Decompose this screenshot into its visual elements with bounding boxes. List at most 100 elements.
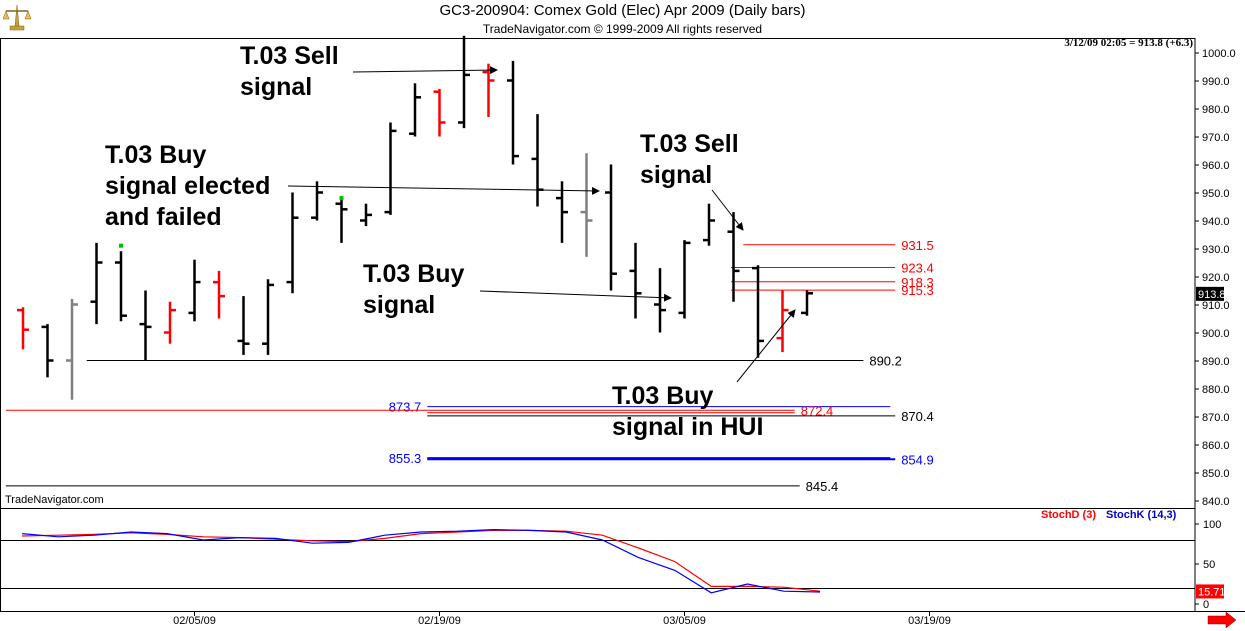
stochastic-panel: 100 50 015.71	[0, 519, 1226, 611]
annotation-buy-1: T.03 Buy signal	[363, 260, 465, 319]
date-tick-label: 02/05/09	[173, 615, 216, 627]
scales-logo-icon	[2, 4, 32, 31]
price-tick-label: 880.0	[1202, 384, 1230, 396]
price-bar	[311, 181, 323, 221]
price-bar	[41, 324, 54, 378]
signal-dot	[119, 243, 123, 248]
annotation-arrow	[736, 309, 796, 383]
price-tick-label: 990.0	[1202, 76, 1230, 88]
price-bar	[458, 35, 470, 129]
price-bar	[678, 240, 691, 319]
scroll-right-arrow-icon	[1207, 611, 1237, 629]
chart-title: GC3-200904: Comex Gold (Elec) Apr 2009 (…	[439, 2, 806, 19]
price-bar	[703, 203, 715, 246]
price-bar	[482, 63, 495, 117]
stoch-panel-border	[0, 508, 1196, 612]
price-tick-label: 970.0	[1202, 132, 1230, 144]
price-bar	[213, 270, 225, 319]
price-tick-label: 860.0	[1202, 440, 1230, 452]
price-tick-label: 900.0	[1202, 328, 1230, 340]
level-label: 870.4	[901, 409, 934, 424]
copyright-notice: TradeNavigator.com © 1999-2009 All right…	[482, 22, 763, 36]
date-tick-label: 03/05/09	[663, 615, 706, 627]
price-bar	[433, 88, 446, 137]
price-bar	[752, 265, 764, 358]
last-price-timestamp: 3/12/09 02:05 = 913.8 (+6.3)	[1064, 37, 1193, 49]
price-tick-label: 1000.0	[1202, 48, 1236, 60]
price-bar	[384, 122, 397, 215]
price-bar	[801, 290, 813, 316]
annotation-arrow	[352, 66, 498, 75]
stoch-value-box	[1196, 584, 1224, 599]
price-tick-label: 840.0	[1202, 496, 1230, 508]
stoch-tick-label: 100	[1203, 519, 1221, 531]
annotation-sell-2: T.03 Sell signal	[640, 130, 739, 189]
price-tick-label: 870.0	[1202, 412, 1230, 424]
annotation-arrow	[287, 185, 600, 195]
price-tick-label: 940.0	[1202, 216, 1230, 228]
price-bar	[262, 279, 274, 355]
stochd-line	[21, 529, 821, 592]
price-bar	[164, 301, 176, 344]
stochd-legend: StochD (3)	[1041, 509, 1096, 521]
price-tick-label: 850.0	[1202, 468, 1230, 480]
level-label: 845.4	[806, 479, 839, 494]
date-tick-label: 03/19/09	[908, 615, 951, 627]
price-bar	[507, 60, 519, 165]
stoch-tick-label: 50	[1203, 559, 1215, 571]
price-bar	[531, 114, 544, 207]
level-label: 873.7	[389, 400, 422, 415]
price-tick-label: 920.0	[1202, 272, 1230, 284]
price-tick-label: 910.0	[1202, 300, 1230, 312]
price-bar	[90, 242, 103, 325]
price-panel-border	[0, 38, 1196, 509]
price-bar	[776, 290, 789, 353]
level-label: 923.4	[901, 260, 934, 275]
price-bar	[188, 259, 201, 322]
price-bar	[335, 198, 348, 243]
annotation-arrow	[479, 290, 672, 302]
date-axis: 02/05/09 02/19/09 03/05/09 03/19/09	[173, 611, 1237, 629]
price-bar	[66, 298, 78, 400]
last-price-box	[1196, 286, 1224, 301]
stoch-value-label: 15.71	[1198, 586, 1226, 598]
annotation-arrows	[287, 66, 796, 383]
annotation-arrow	[711, 189, 744, 231]
price-bar	[580, 153, 593, 257]
price-bar	[727, 212, 740, 302]
price-tick-label: 930.0	[1202, 244, 1230, 256]
price-bar	[654, 268, 666, 333]
price-bar	[556, 181, 568, 243]
stochk-line	[21, 528, 821, 594]
level-label: 918.3	[901, 275, 934, 290]
brand-label: TradeNavigator.com	[5, 494, 104, 506]
price-bar	[115, 251, 127, 322]
level-label: 854.9	[901, 452, 934, 467]
date-tick-label: 02/19/09	[418, 615, 461, 627]
annotation-buy-hui: T.03 Buy signal in HUI	[612, 382, 764, 441]
price-bar	[17, 307, 29, 350]
price-bar	[286, 192, 299, 294]
stoch-tick-label: 0	[1203, 599, 1209, 611]
annotation-buy-failed: T.03 Buy signal elected and failed	[105, 141, 271, 231]
stochk-legend: StochK (14,3)	[1106, 509, 1177, 521]
annotation-sell-1: T.03 Sell signal	[240, 42, 339, 101]
price-bar	[629, 242, 642, 319]
level-label: 855.3	[389, 451, 422, 466]
price-bar	[409, 83, 421, 137]
price-bar	[237, 296, 250, 355]
price-bar	[605, 164, 617, 291]
price-tick-label: 950.0	[1202, 188, 1230, 200]
chart-frame	[0, 38, 1245, 612]
signal-dot	[339, 196, 344, 201]
price-bars	[17, 35, 813, 400]
level-label: 915.3	[901, 283, 934, 298]
level-label: 872.4	[801, 403, 834, 418]
price-tick-label: 980.0	[1202, 104, 1230, 116]
price-tick-label: 960.0	[1202, 160, 1230, 172]
price-axis: 840.0 850.0 860.0 870.0 880.0 890.0 900.0 910.0…	[1195, 48, 1236, 508]
price-bar	[360, 203, 372, 227]
price-bar	[139, 290, 152, 361]
